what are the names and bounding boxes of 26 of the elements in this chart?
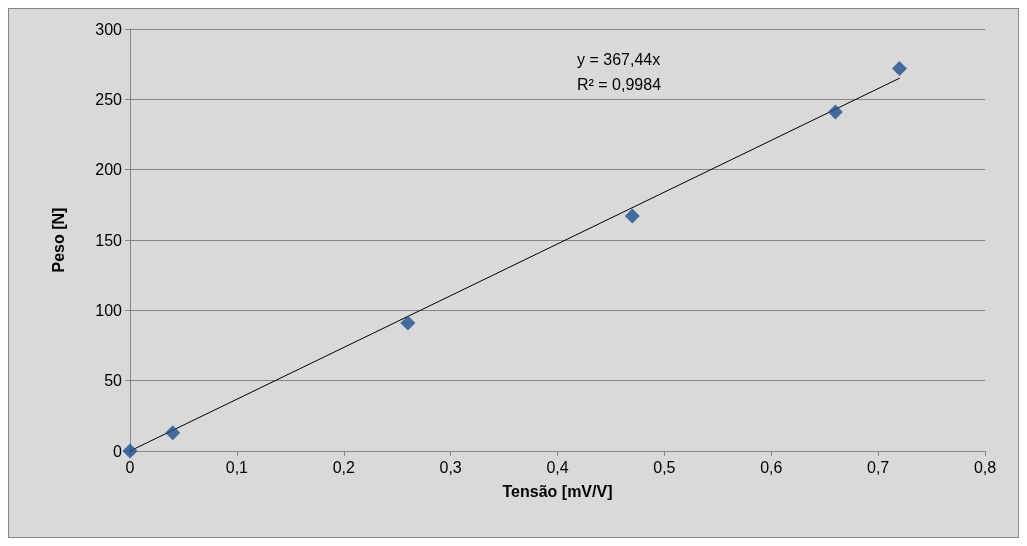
point [122, 443, 138, 459]
y-tick-label: 0 [113, 442, 123, 460]
y-tick-label: 50 [104, 372, 123, 390]
point [624, 208, 640, 224]
point [892, 60, 907, 76]
point [165, 425, 181, 441]
y-tick-label: 150 [95, 231, 123, 249]
x-tick-label: 0,5 [653, 458, 676, 476]
y-tick-label: 200 [95, 161, 123, 179]
x-tick-label: 0,7 [867, 458, 890, 476]
y-axis-title: Peso [N] [49, 207, 67, 273]
x-tick-label: 0 [125, 458, 135, 476]
annotation: y = 367,44x [577, 50, 661, 68]
x-tick-label: 0,2 [332, 458, 355, 476]
point [400, 315, 416, 331]
y-tick-label: 100 [95, 301, 123, 319]
y-tick-label: 250 [95, 90, 123, 108]
x-tick-label: 0,8 [973, 458, 997, 476]
point [827, 104, 843, 120]
annotation: R² = 0,9984 [577, 75, 662, 93]
x-tick-label: 0,4 [546, 458, 569, 476]
x-tick-label: 0,1 [225, 458, 249, 476]
y-tick-label: 300 [95, 20, 123, 38]
x-tick-label: 0,3 [439, 458, 462, 476]
x-axis-title: Tensão [mV/V] [502, 482, 613, 500]
x-tick-label: 0,6 [760, 458, 783, 476]
